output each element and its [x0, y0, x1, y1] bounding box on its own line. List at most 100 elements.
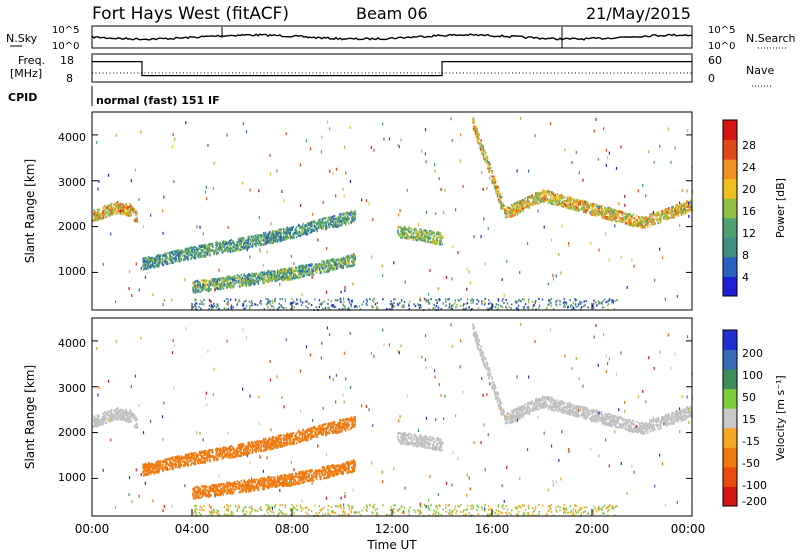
power-cell	[310, 267, 313, 270]
power-cbar-tick-8: 8	[742, 249, 749, 262]
power-cell	[594, 208, 596, 212]
power-cell	[584, 206, 586, 209]
power-cell	[178, 251, 180, 254]
power-cell	[674, 211, 677, 214]
power-cell	[665, 216, 668, 219]
power-cell	[521, 205, 523, 209]
power-cell	[285, 230, 288, 233]
power-cell	[606, 304, 609, 307]
power-cell	[151, 262, 154, 266]
power-cell	[642, 226, 645, 229]
power-cell	[221, 284, 224, 287]
power-cell	[218, 288, 220, 291]
power-cell	[229, 298, 232, 301]
colorbar-segment	[723, 237, 737, 258]
power-cell	[170, 251, 172, 254]
power-cell	[317, 264, 319, 267]
power-cell	[537, 209, 539, 213]
power-cell	[465, 307, 467, 310]
power-cell	[615, 212, 617, 216]
power-cell	[397, 304, 399, 307]
power-cell	[538, 304, 541, 307]
power-cell	[284, 277, 286, 280]
power-cell	[434, 306, 436, 309]
power-cell	[563, 196, 566, 199]
power-cell	[293, 301, 296, 304]
power-cell	[178, 249, 180, 252]
power-cell	[194, 284, 197, 288]
power-cell	[372, 306, 374, 309]
power-cell	[112, 207, 114, 210]
power-cell	[266, 239, 269, 242]
power-cell	[323, 262, 325, 265]
power-cell	[222, 244, 225, 247]
power-cell	[434, 234, 436, 237]
power-cell	[245, 280, 247, 283]
power-cell	[682, 212, 685, 216]
power-cell	[562, 205, 564, 209]
power-cell	[263, 235, 265, 238]
power-cell	[560, 271, 562, 275]
power-cell	[399, 302, 401, 305]
power-cell	[156, 263, 159, 266]
power-cell	[227, 225, 229, 229]
power-cell	[207, 286, 210, 290]
power-cell	[280, 277, 282, 280]
power-cell	[278, 231, 281, 234]
power-cell	[202, 244, 205, 247]
power-cell	[581, 199, 584, 202]
power-cell	[664, 209, 666, 212]
power-cell	[341, 223, 343, 226]
power-cell	[251, 245, 253, 248]
power-cell	[213, 280, 216, 283]
power-cell	[290, 254, 292, 258]
power-cell	[233, 275, 235, 278]
power-cell	[227, 302, 229, 306]
power-cell	[282, 233, 285, 236]
power-cell	[646, 218, 649, 221]
power-cell	[534, 301, 536, 304]
power-cell	[248, 282, 251, 285]
power-cell	[657, 212, 660, 215]
power-cell	[130, 208, 133, 212]
power-cell	[231, 305, 233, 308]
power-cell	[237, 280, 240, 283]
power-cell	[280, 305, 283, 308]
power-cell	[344, 263, 347, 266]
power-cell	[628, 221, 631, 224]
power-cell	[484, 157, 486, 160]
power-cell	[216, 282, 219, 285]
power-cell	[284, 228, 287, 232]
power-cell	[590, 241, 592, 245]
power-cell	[561, 203, 564, 206]
power-cell	[385, 308, 388, 311]
power-cell	[194, 252, 196, 256]
power-cell	[322, 268, 325, 271]
power-cell	[476, 138, 479, 141]
power-cell	[136, 219, 138, 222]
power-cell	[338, 220, 340, 224]
power-cell	[509, 215, 512, 219]
power-cell	[180, 252, 183, 255]
power-cell	[302, 232, 305, 235]
power-cell	[607, 208, 609, 211]
power-cell	[128, 205, 131, 209]
power-cell	[617, 215, 620, 218]
power-cell	[582, 201, 585, 204]
power-cell	[338, 215, 341, 218]
power-cell	[177, 251, 179, 254]
power-cell	[205, 282, 208, 285]
power-cell	[578, 199, 581, 202]
power-cell	[500, 305, 502, 308]
power-cell	[110, 211, 113, 214]
power-cell	[265, 279, 268, 282]
power-cell	[220, 285, 222, 288]
power-cell	[552, 308, 555, 311]
power-cell	[561, 197, 563, 200]
power-cell	[315, 306, 317, 309]
power-cell	[462, 304, 464, 307]
power-cell	[226, 278, 229, 281]
power-cell	[247, 283, 250, 286]
power-cell	[519, 208, 522, 211]
power-cell	[318, 225, 321, 228]
